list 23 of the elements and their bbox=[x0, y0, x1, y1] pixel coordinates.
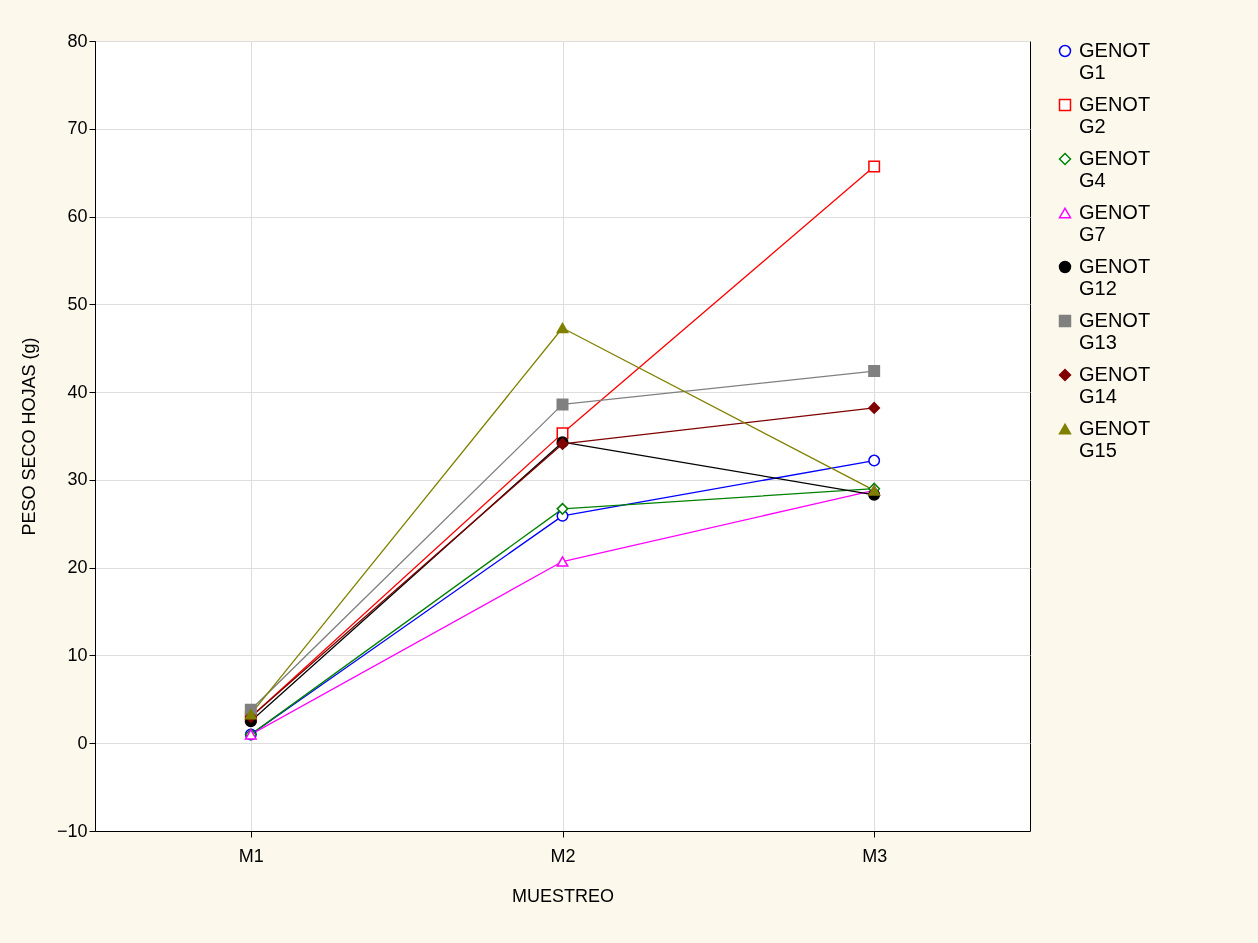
y-tick-label: −10 bbox=[56, 820, 88, 841]
legend-label: GENOT G7 bbox=[1079, 201, 1151, 245]
y-tick-label: 20 bbox=[67, 557, 88, 578]
legend-label: GENOT G2 bbox=[1079, 93, 1151, 137]
legend-label: GENOT G1 bbox=[1079, 39, 1151, 83]
y-tick-label: 50 bbox=[67, 293, 88, 314]
y-tick-label: 80 bbox=[67, 30, 88, 51]
legend-label: GENOT G14 bbox=[1079, 363, 1151, 407]
x-tick-label: M3 bbox=[862, 845, 888, 866]
x-tick-label: M1 bbox=[238, 845, 264, 866]
legend-label: GENOT G13 bbox=[1079, 309, 1151, 353]
x-tick-label: M2 bbox=[550, 845, 576, 866]
x-axis-title: MUESTREO bbox=[511, 885, 615, 906]
y-tick-label: 30 bbox=[67, 469, 88, 490]
y-tick-label: 40 bbox=[67, 381, 88, 402]
legend-label: GENOT G4 bbox=[1079, 147, 1151, 191]
y-tick-label: 70 bbox=[67, 118, 88, 139]
y-tick-label: 60 bbox=[67, 206, 88, 227]
legend-label: GENOT G15 bbox=[1079, 417, 1151, 461]
legend-label: GENOT G12 bbox=[1079, 255, 1151, 299]
y-tick-label: 10 bbox=[67, 644, 88, 665]
y-tick-label: 0 bbox=[77, 732, 88, 753]
y-axis-title: PESO SECO HOJAS (g) bbox=[18, 337, 39, 536]
